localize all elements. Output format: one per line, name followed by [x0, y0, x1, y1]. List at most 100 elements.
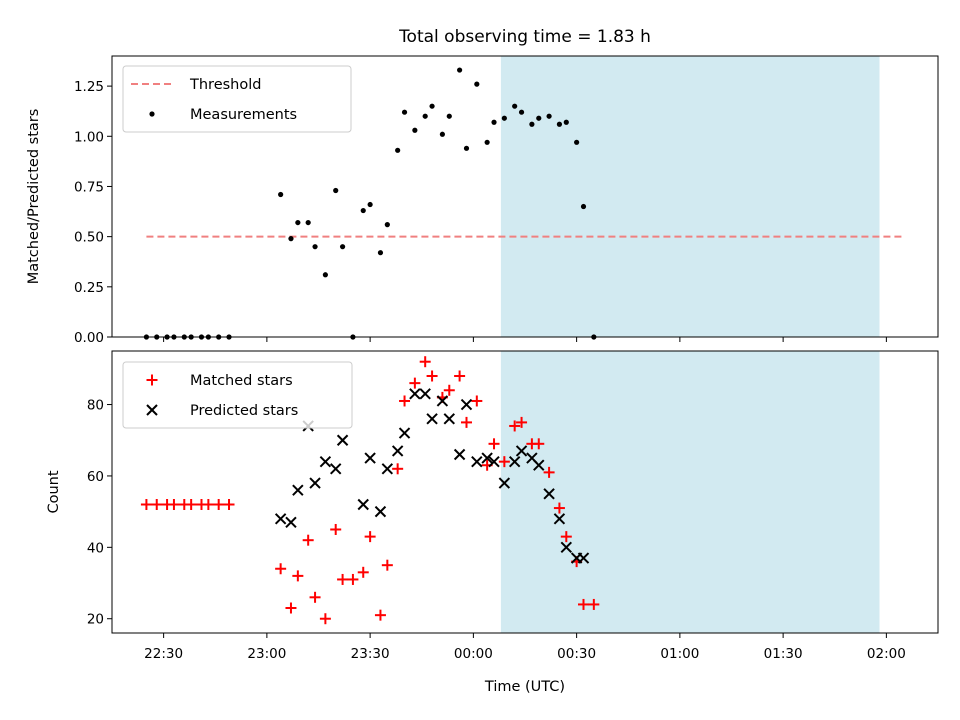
top-ticks: 0.00 0.25 0.50 0.75 1.00 1.25 [74, 79, 887, 346]
top-legend-box [122, 65, 352, 133]
matched-star-point [560, 531, 572, 543]
matched-star-point [185, 498, 197, 510]
predicted-star-point [309, 477, 321, 489]
matched-star-point [409, 377, 421, 389]
predicted-marker [146, 404, 158, 416]
matched-star-point [309, 591, 321, 603]
matched-star-point [330, 523, 342, 535]
matched-star-point [533, 438, 545, 450]
matched-star-point [364, 531, 376, 543]
matched-star-point [588, 598, 600, 610]
measurement-point [422, 113, 428, 119]
matched-star-point [454, 370, 466, 382]
top-y-tick-label: 1.25 [74, 79, 104, 95]
predicted-star-point [453, 448, 466, 461]
matched-star-point [357, 566, 369, 578]
top-legend: Threshold Measurements [122, 65, 352, 133]
matched-star-point [213, 498, 225, 510]
matched-star-point [443, 384, 455, 396]
count-points [140, 356, 600, 625]
predicted-legend-swatch [146, 404, 158, 416]
matched-star-point [471, 395, 483, 407]
measurement-point [322, 272, 328, 278]
x-tick-label: 00:30 [557, 646, 596, 662]
measurement-point [546, 113, 552, 119]
predicted-star-point [381, 463, 394, 475]
x-tick-label: 23:30 [351, 646, 390, 662]
matched-legend-label: Matched stars [190, 373, 293, 389]
measurement-point [563, 119, 569, 125]
matched-star-point [275, 563, 287, 575]
predicted-star-point [426, 413, 438, 425]
x-tick-label: 00:00 [454, 646, 493, 662]
bottom-plot-frame [111, 350, 939, 634]
matched-star-point [374, 609, 386, 621]
matched-star-point [285, 602, 297, 614]
matched-star-point [399, 395, 411, 407]
measurement-point [556, 121, 563, 127]
measurement-point [580, 203, 587, 210]
measurement-point [312, 244, 318, 250]
predicted-star-point [357, 498, 369, 511]
predicted-star-point [391, 445, 404, 457]
matched-marker [146, 374, 158, 386]
measurement-point [501, 115, 507, 121]
predicted-star-point [398, 427, 411, 439]
measurement-point [367, 201, 373, 208]
measurement-point [474, 81, 480, 87]
top-y-tick-label: 0.50 [74, 230, 104, 246]
x-tick-label: 01:00 [660, 646, 699, 662]
predicted-star-point [533, 459, 545, 471]
measurement-point [463, 145, 470, 151]
measurement-point [295, 219, 301, 226]
measurement-point [333, 187, 339, 194]
predicted-star-point [481, 452, 493, 464]
measurement-point [395, 147, 401, 153]
top-y-tick-label: 0.00 [74, 330, 104, 346]
predicted-star-point [364, 452, 376, 464]
bottom-panel: 20 40 60 80 22:30 23:00 23:30 00:00 00:30 01:00 01… [46, 350, 939, 695]
measurement-point [446, 113, 452, 119]
measurement-point [305, 219, 311, 226]
measurement-point [278, 191, 284, 198]
matched-star-point [516, 416, 528, 428]
top-y-tick-label: 1.00 [74, 129, 104, 145]
measurement-point [360, 207, 366, 214]
matched-star-point [337, 573, 349, 585]
matched-star-point [553, 502, 565, 514]
measurement-points [143, 67, 597, 340]
predicted-star-point [515, 445, 528, 457]
bottom-y-axis-label: Count [46, 470, 62, 513]
matched-star-point [426, 370, 438, 382]
predicted-star-point [319, 455, 332, 468]
matched-star-point [543, 466, 555, 478]
matched-star-point [392, 463, 404, 475]
threshold-legend-label: Threshold [189, 77, 261, 93]
measurement-point [384, 222, 390, 228]
measurement-point [401, 109, 408, 115]
x-tick-label: 23:00 [247, 646, 286, 662]
measurement-point [339, 244, 346, 250]
predicted-star-point [460, 398, 473, 411]
matched-star-point [578, 598, 590, 610]
top-panel: 0.00 0.25 0.50 0.75 1.00 1.25 Matched/Predict… [26, 55, 939, 346]
predicted-star-point [560, 541, 573, 554]
predicted-star-point [498, 477, 511, 489]
predicted-star-point [488, 455, 500, 468]
matched-star-point [168, 498, 180, 510]
measurement-point [536, 115, 542, 121]
bottom-y-tick-label: 60 [87, 469, 104, 485]
matched-star-point [419, 356, 431, 368]
measurement-point [512, 103, 518, 109]
measurements-legend-label: Measurements [190, 107, 297, 123]
measurement-point [429, 103, 435, 109]
predicted-star-point [374, 505, 387, 518]
x-tick-label: 22:30 [144, 646, 183, 662]
matched-star-point [347, 573, 359, 585]
predicted-star-point [274, 513, 287, 525]
matched-star-point [223, 498, 235, 510]
bottom-shaded-region [500, 351, 880, 633]
predicted-star-point [292, 484, 304, 496]
measurement-point [439, 131, 445, 137]
bottom-y-tick-label: 80 [87, 398, 104, 414]
